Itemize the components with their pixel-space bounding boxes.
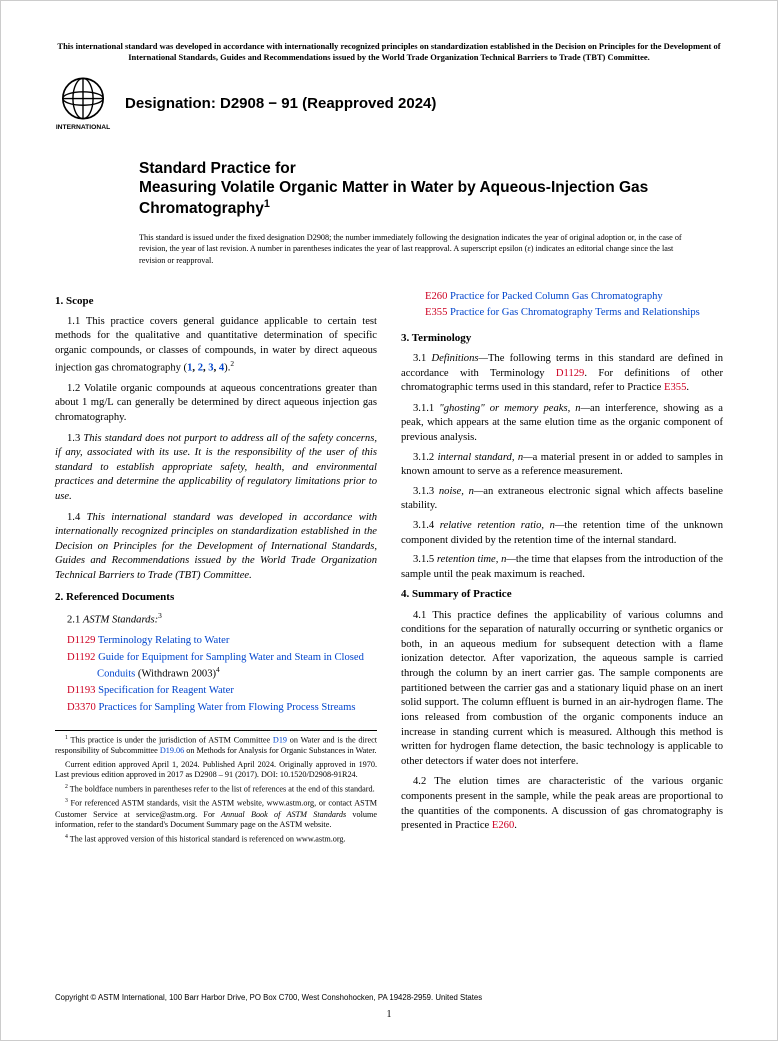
std-title[interactable]: Specification for Reagent Water	[98, 685, 234, 696]
para-4-1: 4.1 This practice defines the applicabil…	[401, 609, 723, 770]
link-d19[interactable]: D19	[273, 735, 287, 744]
section-3-head: 3. Terminology	[401, 331, 723, 346]
section-2-head: 2. Referenced Documents	[55, 590, 377, 605]
ref-link[interactable]: 2	[198, 362, 203, 373]
std-code[interactable]: D1193	[67, 685, 95, 696]
issuance-note: This standard is issued under the fixed …	[139, 232, 693, 265]
ref-d1193: D1193 Specification for Reagent Water	[67, 684, 377, 699]
para-3-1-3: 3.1.3 noise, n—an extraneous electronic …	[401, 485, 723, 514]
ref-e355: E355 Practice for Gas Chromatography Ter…	[425, 306, 723, 321]
para-1-4: 1.4 This international standard was deve…	[55, 511, 377, 584]
document-page: This international standard was develope…	[0, 0, 778, 1041]
ref-d1129: D1129 Terminology Relating to Water	[67, 634, 377, 649]
footnote-2: 2 The boldface numbers in parentheses re…	[55, 784, 377, 795]
ref-list: D1129 Terminology Relating to Water D119…	[67, 634, 377, 716]
std-code[interactable]: D1129	[67, 635, 95, 646]
right-column: E260 Practice for Packed Column Gas Chro…	[401, 290, 723, 849]
std-code[interactable]: D3370	[67, 702, 96, 713]
ref-d3370: D3370 Practices for Sampling Water from …	[67, 701, 377, 716]
footnote-4: 4 The last approved version of this hist…	[55, 834, 377, 845]
footnote-3: 3 For referenced ASTM standards, visit t…	[55, 798, 377, 831]
header-row: INTERNATIONAL Designation: D2908 − 91 (R…	[55, 75, 723, 131]
page-number: 1	[1, 1009, 777, 1020]
top-notice: This international standard was develope…	[55, 41, 723, 63]
link-e260[interactable]: E260	[492, 820, 514, 831]
para-1-2: 1.2 Volatile organic compounds at aqueou…	[55, 382, 377, 426]
para-1-3: 1.3 1.3 This standard does not purport t…	[55, 432, 377, 505]
section-1-head: 1. Scope	[55, 294, 377, 309]
para-3-1-1: 3.1.1 "ghosting" or memory peaks, n—an i…	[401, 402, 723, 446]
ref-link[interactable]: 3	[208, 362, 213, 373]
link-d1906[interactable]: D19.06	[160, 746, 184, 755]
para-3-1-4: 3.1.4 relative retention ratio, n—the re…	[401, 519, 723, 548]
footnote-1b: Current edition approved April 1, 2024. …	[55, 760, 377, 781]
body-columns: 1. Scope 1.1 This practice covers genera…	[55, 290, 723, 849]
std-title[interactable]: Practices for Sampling Water from Flowin…	[99, 702, 356, 713]
ref-list-right: E260 Practice for Packed Column Gas Chro…	[425, 290, 723, 321]
para-3-1: 3.1 Definitions—The following terms in t…	[401, 352, 723, 396]
astm-logo: INTERNATIONAL	[55, 75, 111, 131]
para-1-1: 1.1 This practice covers general guidanc…	[55, 315, 377, 376]
ref-d1192: D1192 Guide for Equipment for Sampling W…	[67, 651, 377, 683]
section-4-head: 4. Summary of Practice	[401, 587, 723, 602]
left-column: 1. Scope 1.1 This practice covers genera…	[55, 290, 377, 849]
para-2-1: 2.1 ASTM Standards:3	[55, 611, 377, 628]
std-code[interactable]: E355	[425, 307, 447, 318]
link-d1129[interactable]: D1129	[556, 368, 584, 379]
std-title[interactable]: Practice for Gas Chromatography Terms an…	[450, 307, 700, 318]
ref-link[interactable]: 1	[187, 362, 192, 373]
copyright: Copyright © ASTM International, 100 Barr…	[55, 993, 723, 1002]
std-code[interactable]: D1192	[67, 652, 95, 663]
para-4-2: 4.2 The elution times are characteristic…	[401, 775, 723, 833]
std-title[interactable]: Practice for Packed Column Gas Chromatog…	[450, 291, 663, 302]
footnotes: 1 This practice is under the jurisdictio…	[55, 730, 377, 846]
para-3-1-2: 3.1.2 internal standard, n—a material pr…	[401, 451, 723, 480]
footnote-1: 1 This practice is under the jurisdictio…	[55, 735, 377, 757]
designation: Designation: D2908 − 91 (Reapproved 2024…	[125, 95, 436, 112]
std-title[interactable]: Terminology Relating to Water	[98, 635, 230, 646]
svg-text:INTERNATIONAL: INTERNATIONAL	[56, 124, 110, 131]
para-3-1-5: 3.1.5 retention time, n—the time that el…	[401, 553, 723, 582]
title-block: Standard Practice for Measuring Volatile…	[139, 159, 703, 218]
std-code[interactable]: E260	[425, 291, 447, 302]
ref-e260: E260 Practice for Packed Column Gas Chro…	[425, 290, 723, 305]
title-main: Measuring Volatile Organic Matter in Wat…	[139, 178, 703, 218]
title-prefix: Standard Practice for	[139, 159, 703, 178]
link-e355[interactable]: E355	[664, 382, 686, 393]
